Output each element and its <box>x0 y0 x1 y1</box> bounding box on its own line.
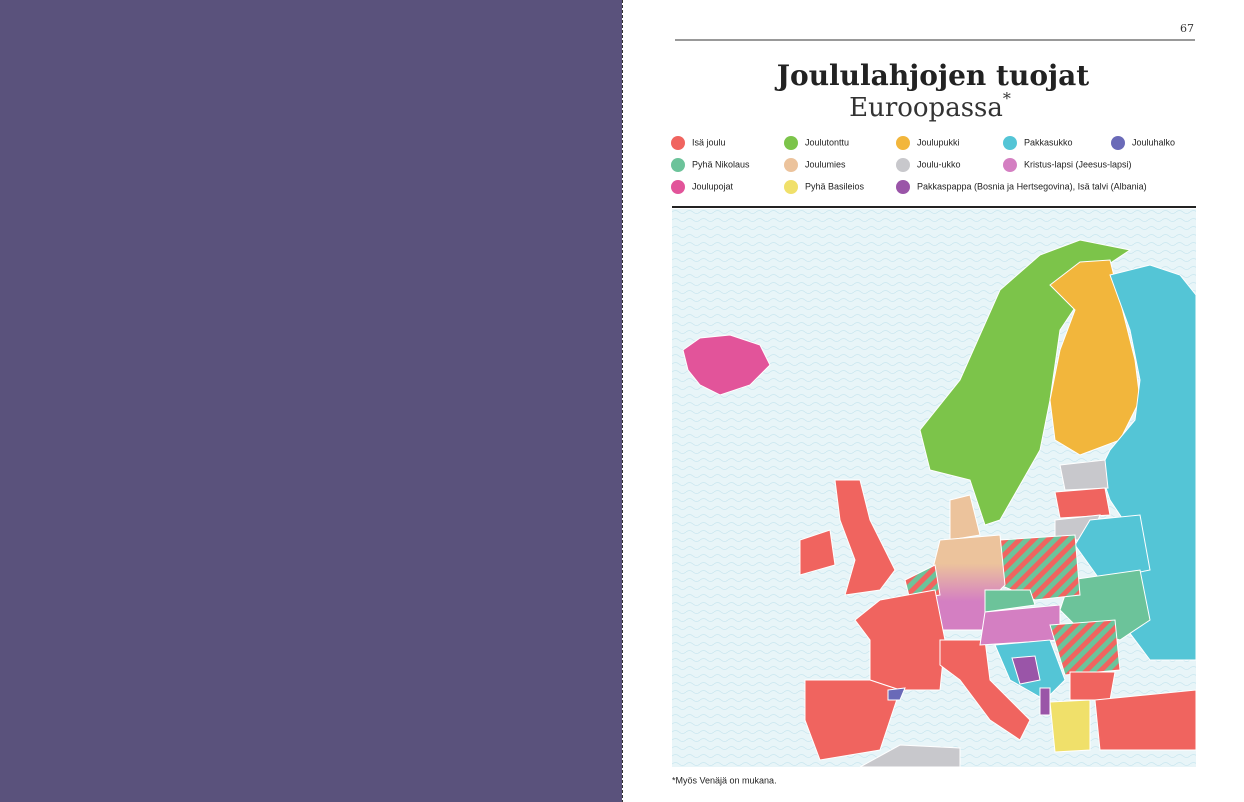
legend-label: Joulu-ukko <box>917 159 961 169</box>
spain-portugal <box>804 679 901 761</box>
footnote: *Myös Venäjä on mukana. <box>672 775 777 785</box>
ireland <box>799 529 836 576</box>
latvia <box>1054 487 1111 519</box>
legend-label: Isä joulu <box>692 137 726 147</box>
romania <box>1049 619 1121 676</box>
albania <box>1039 687 1051 716</box>
legend-swatch <box>896 180 910 194</box>
legend-label: Joulutonttu <box>805 137 849 147</box>
turkey <box>1094 689 1197 751</box>
legend-swatch <box>671 180 685 194</box>
legend-label: Joulumies <box>805 159 846 169</box>
austria-slovakia <box>979 604 1061 646</box>
subtitle: Euroopassa* <box>849 89 1011 123</box>
czechia <box>984 589 1036 613</box>
legend: Isä joulu Joulutonttu Joulupukki Pakkasukko… <box>671 136 1175 194</box>
legend-swatch <box>671 136 685 150</box>
legend-swatch <box>671 158 685 172</box>
legend-label: Kristus-lapsi (Jeesus-lapsi) <box>1024 159 1132 169</box>
catalonia <box>887 687 906 701</box>
page-number: 67 <box>1180 22 1194 35</box>
legend-label: Joulupukki <box>917 137 960 147</box>
title: Joululahjojen tuojat <box>774 59 1090 92</box>
denmark <box>949 494 981 541</box>
north-africa <box>859 744 961 768</box>
legend-label: Pyhä Nikolaus <box>692 159 750 169</box>
united-kingdom <box>834 479 896 596</box>
legend-label: Pyhä Basileios <box>805 181 865 191</box>
legend-label: Jouluhalko <box>1132 137 1175 147</box>
bulgaria <box>1069 671 1116 701</box>
subtitle-text: Euroopassa <box>849 93 1003 123</box>
legend-swatch <box>896 158 910 172</box>
legend-swatch <box>784 158 798 172</box>
estonia <box>1059 459 1109 491</box>
legend-swatch <box>896 136 910 150</box>
bosnia <box>1011 655 1041 685</box>
legend-swatch <box>1111 136 1125 150</box>
norway-sweden <box>919 239 1132 526</box>
iceland <box>682 334 771 396</box>
legend-label: Pakkaspappa (Bosnia ja Hertsegovina), Is… <box>917 181 1147 191</box>
legend-label: Pakkasukko <box>1024 137 1073 147</box>
legend-swatch <box>784 136 798 150</box>
subtitle-mark: * <box>1003 89 1011 108</box>
map <box>672 209 1197 768</box>
legend-swatch <box>1003 158 1017 172</box>
left-page <box>0 0 622 802</box>
legend-label: Joulupojat <box>692 181 734 191</box>
legend-swatch <box>1003 136 1017 150</box>
legend-swatch <box>784 180 798 194</box>
italy <box>939 639 1031 741</box>
greece <box>1049 699 1091 753</box>
